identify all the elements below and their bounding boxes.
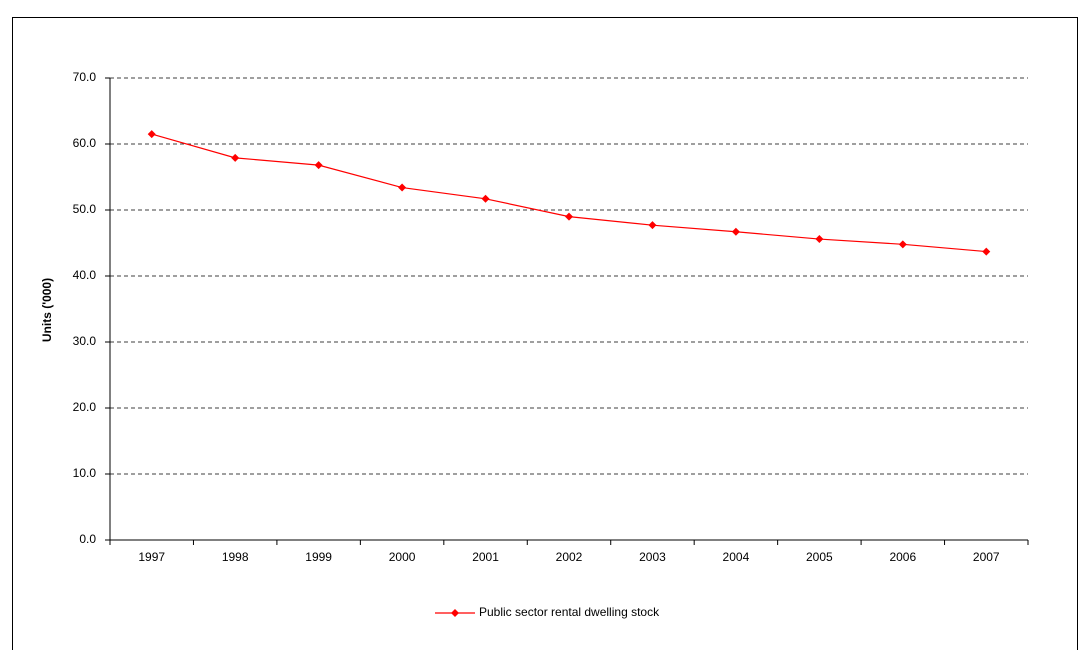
x-tick-label: 2003 (639, 550, 666, 564)
x-tick-label: 1997 (138, 550, 165, 564)
y-tick-label: 20.0 (73, 400, 97, 414)
y-tick-label: 60.0 (73, 136, 97, 150)
x-tick-label: 2004 (723, 550, 750, 564)
y-tick-label: 0.0 (79, 532, 96, 546)
legend-label: Public sector rental dwelling stock (479, 605, 660, 619)
x-tick-label: 2002 (556, 550, 583, 564)
point (898, 240, 907, 249)
y-tick-label: 40.0 (73, 268, 97, 282)
point (731, 227, 740, 236)
point (481, 194, 490, 203)
point (648, 221, 657, 230)
point (815, 235, 824, 244)
x-tick-label: 2005 (806, 550, 833, 564)
point (314, 161, 323, 170)
point (398, 183, 407, 192)
x-tick-label: 2001 (472, 550, 499, 564)
point (982, 247, 991, 256)
y-tick-label: 30.0 (73, 334, 97, 348)
x-tick-label: 2000 (389, 550, 416, 564)
point (231, 153, 240, 162)
point (565, 212, 573, 221)
y-tick-label: 50.0 (73, 202, 97, 216)
x-tick-label: 1999 (305, 550, 332, 564)
y-tick-label: 10.0 (73, 466, 97, 480)
x-tick-label: 2007 (973, 550, 1000, 564)
y-tick-label: 70.0 (73, 70, 97, 84)
x-tick-label: 1998 (222, 550, 249, 564)
y-axis-label: Units ('000) (40, 278, 54, 342)
chart-frame (12, 17, 1078, 650)
legend-marker (451, 609, 459, 617)
point (147, 130, 156, 139)
x-tick-label: 2006 (889, 550, 916, 564)
